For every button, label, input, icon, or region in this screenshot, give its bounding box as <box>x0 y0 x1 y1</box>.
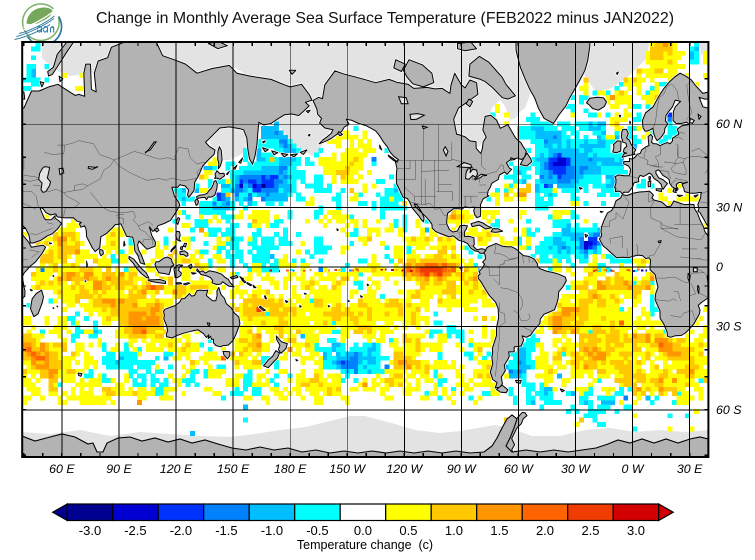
svg-text:3.0: 3.0 <box>627 523 645 538</box>
svg-text:1.0: 1.0 <box>445 523 463 538</box>
svg-text:Temperature change (c): Temperature change (c) <box>297 538 433 552</box>
svg-text:60 S: 60 S <box>716 403 742 417</box>
svg-text:30 S: 30 S <box>716 320 742 334</box>
svg-text:-1.0: -1.0 <box>261 523 283 538</box>
svg-text:2.0: 2.0 <box>536 523 554 538</box>
svg-text:-0.5: -0.5 <box>306 523 328 538</box>
svg-text:120 W: 120 W <box>386 462 423 476</box>
svg-text:-3.0: -3.0 <box>79 523 101 538</box>
svg-text:150 W: 150 W <box>329 462 366 476</box>
svg-text:30 N: 30 N <box>716 201 742 215</box>
svg-text:90 W: 90 W <box>447 462 477 476</box>
svg-text:0.0: 0.0 <box>354 523 372 538</box>
svg-text:2.5: 2.5 <box>581 523 599 538</box>
svg-text:60 E: 60 E <box>49 462 75 476</box>
svg-text:180 E: 180 E <box>274 462 307 476</box>
svg-text:60 N: 60 N <box>716 117 742 131</box>
svg-text:1.5: 1.5 <box>490 523 508 538</box>
svg-text:-1.5: -1.5 <box>215 523 237 538</box>
svg-text:0 W: 0 W <box>621 462 644 476</box>
svg-text:30 W: 30 W <box>561 462 591 476</box>
svg-text:0: 0 <box>716 260 723 274</box>
svg-text:0.5: 0.5 <box>399 523 417 538</box>
svg-text:150 E: 150 E <box>217 462 250 476</box>
svg-text:60 W: 60 W <box>504 462 534 476</box>
svg-text:-2.5: -2.5 <box>124 523 146 538</box>
svg-text:30 E: 30 E <box>677 462 703 476</box>
svg-text:120 E: 120 E <box>160 462 193 476</box>
svg-text:Change in Monthly Average Sea: Change in Monthly Average Sea Surface Te… <box>96 10 674 27</box>
svg-text:90 E: 90 E <box>106 462 132 476</box>
svg-text:-2.0: -2.0 <box>170 523 192 538</box>
